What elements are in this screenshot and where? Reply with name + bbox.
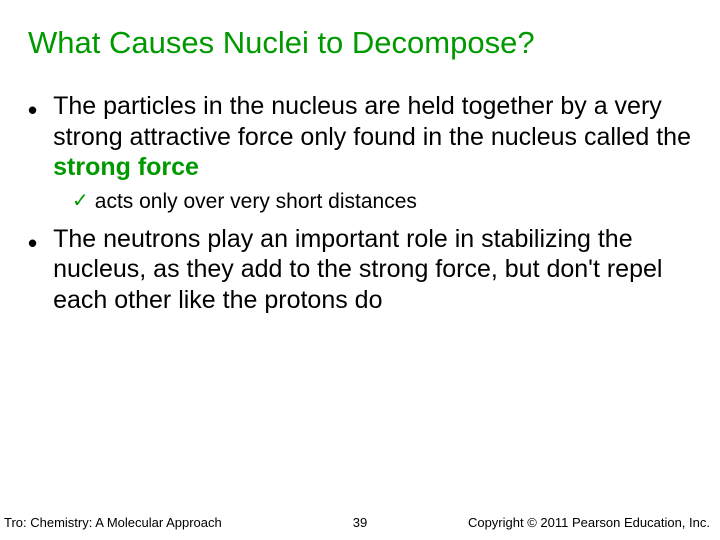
slide: What Causes Nuclei to Decompose? • The p… [0,0,720,540]
bullet-item: • The particles in the nucleus are held … [28,91,692,183]
footer-left: Tro: Chemistry: A Molecular Approach [4,515,222,530]
check-icon: ✓ [72,189,95,213]
slide-body: • The particles in the nucleus are held … [28,91,692,315]
bullet-marker: • [28,91,53,123]
bullet-marker: • [28,224,53,256]
sub-bullet-text: acts only over very short distances [95,189,417,214]
slide-title: What Causes Nuclei to Decompose? [28,24,692,61]
bullet-text: The neutrons play an important role in s… [53,224,692,316]
bullet-text-pre: The neutrons play an important role in s… [53,225,662,314]
bullet-text: The particles in the nucleus are held to… [53,91,692,183]
footer-page-number: 39 [353,515,367,530]
sub-bullet-item: ✓ acts only over very short distances [28,189,692,214]
bullet-item: • The neutrons play an important role in… [28,224,692,316]
bullet-text-bold: strong force [53,153,199,181]
bullet-text-pre: The particles in the nucleus are held to… [53,92,691,151]
footer-right: Copyright © 2011 Pearson Education, Inc. [468,515,710,530]
